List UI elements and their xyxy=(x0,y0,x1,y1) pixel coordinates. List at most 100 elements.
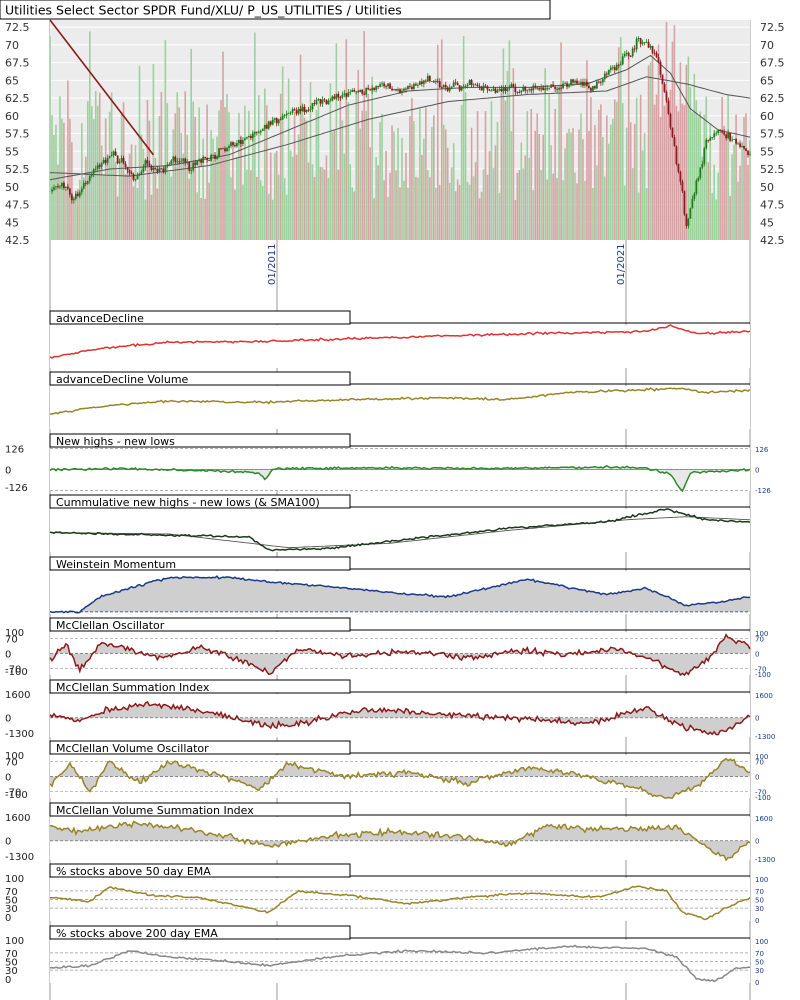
candle-body xyxy=(202,157,205,163)
volume-bar xyxy=(423,138,425,240)
candle-body xyxy=(593,86,596,89)
indicator-title: % stocks above 50 day EMA xyxy=(56,865,211,878)
candle-body xyxy=(492,88,495,91)
volume-bar xyxy=(218,110,220,240)
indicator-tick-left: 0 xyxy=(5,975,11,986)
candle-body xyxy=(452,82,455,87)
candle-body xyxy=(413,84,415,89)
volume-bar xyxy=(156,188,159,240)
indicator-tick-right: 100 xyxy=(755,753,768,761)
volume-bar xyxy=(297,134,300,240)
candle-body xyxy=(255,131,258,133)
candle-body xyxy=(90,173,93,177)
volume-bar xyxy=(588,130,590,240)
volume-bar xyxy=(321,167,324,240)
candle-body xyxy=(232,142,234,146)
indicator-line xyxy=(49,633,751,677)
volume-bar xyxy=(494,145,497,240)
volume-bar xyxy=(745,113,747,240)
volume-bar xyxy=(518,169,521,240)
volume-bar xyxy=(747,165,749,240)
volume-bar xyxy=(158,115,161,240)
candle-body xyxy=(53,187,55,190)
volume-bar xyxy=(540,169,542,240)
volume-bar xyxy=(665,21,668,240)
price-tick-right: 60 xyxy=(760,110,774,123)
volume-bar xyxy=(496,121,499,240)
volume-bar xyxy=(600,104,602,240)
volume-bar xyxy=(365,110,367,240)
volume-bar xyxy=(162,171,165,240)
candle-body xyxy=(106,157,109,163)
candle-body xyxy=(560,87,562,89)
candle-body xyxy=(591,86,594,91)
candle-body xyxy=(440,87,443,88)
candle-body xyxy=(747,150,749,155)
candle-body xyxy=(490,90,493,92)
volume-bar xyxy=(315,109,318,240)
volume-bar xyxy=(715,199,717,240)
volume-bar xyxy=(617,47,620,240)
volume-bar xyxy=(476,111,479,240)
indicator-tick-right: 0 xyxy=(755,838,759,846)
candle-body xyxy=(502,87,505,92)
trend-line xyxy=(49,19,155,156)
candle-body xyxy=(512,84,515,87)
volume-bar xyxy=(355,92,358,240)
volume-bar xyxy=(639,94,642,240)
candle-body xyxy=(142,167,145,172)
indicator-tick-left: 126 xyxy=(5,445,24,456)
volume-bar xyxy=(619,37,622,240)
candle-body xyxy=(679,171,682,182)
candle-body xyxy=(665,91,668,101)
candle-body xyxy=(57,186,59,188)
candle-body xyxy=(430,81,433,82)
volume-bar xyxy=(319,166,322,240)
candle-body xyxy=(150,165,153,171)
candle-body xyxy=(691,198,694,209)
volume-bar xyxy=(514,199,517,240)
volume-bar xyxy=(570,132,572,240)
candle-body xyxy=(737,143,739,145)
candle-body xyxy=(78,192,81,197)
indicator-tick-left: -1300 xyxy=(5,729,34,740)
candle-body xyxy=(263,125,266,129)
candle-body xyxy=(383,83,385,87)
candle-body xyxy=(325,100,328,105)
indicator-plot-area xyxy=(50,386,750,429)
candle-body xyxy=(739,143,741,147)
indicator-title-box xyxy=(49,679,351,694)
volume-bar xyxy=(210,130,212,240)
volume-bar xyxy=(466,181,469,240)
volume-bar xyxy=(128,153,131,240)
candle-body xyxy=(749,154,751,156)
candle-body xyxy=(671,127,674,138)
volume-bar xyxy=(206,104,208,240)
candle-body xyxy=(721,131,724,133)
candle-body xyxy=(138,173,141,175)
volume-bar xyxy=(534,130,537,240)
volume-bar xyxy=(429,177,431,240)
volume-bar xyxy=(178,107,181,240)
candle-body xyxy=(261,128,264,131)
volume-bar xyxy=(550,145,552,240)
candle-body xyxy=(397,89,399,91)
candle-body xyxy=(204,157,207,159)
candle-body xyxy=(532,85,535,91)
volume-bar xyxy=(647,65,650,240)
candles xyxy=(51,36,751,229)
candle-body xyxy=(657,57,660,62)
candle-body xyxy=(154,167,157,170)
candle-body xyxy=(697,177,700,181)
candle-body xyxy=(554,86,557,89)
volume-bar xyxy=(124,174,127,240)
candle-body xyxy=(564,83,566,85)
candle-body xyxy=(96,165,99,169)
volume-bar xyxy=(244,105,246,240)
volume-bar xyxy=(719,133,721,240)
indicator-title-box xyxy=(49,310,351,325)
candle-body xyxy=(160,168,163,170)
date-label: 01/2011 xyxy=(267,243,278,285)
candle-body xyxy=(152,167,155,171)
price-tick-left: 60 xyxy=(5,110,19,123)
